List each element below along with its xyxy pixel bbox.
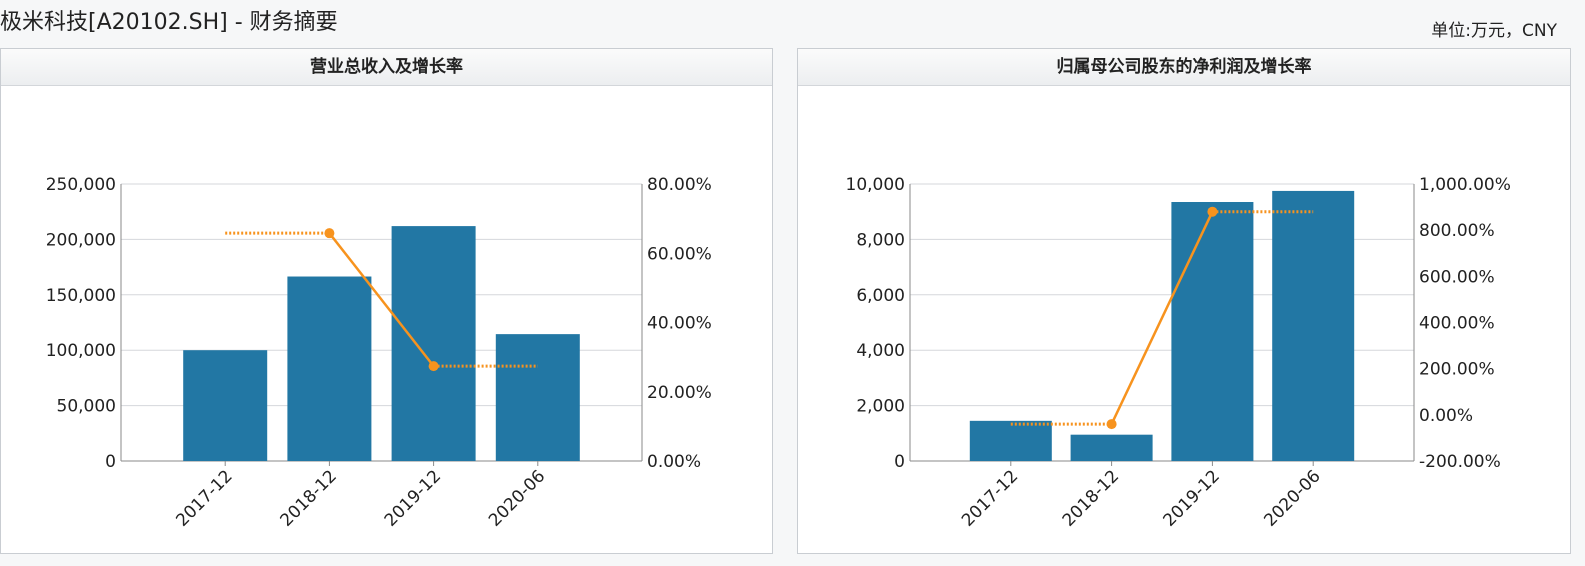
bar	[1070, 434, 1153, 461]
x-tick-label: 2018-12	[1059, 466, 1123, 530]
right-tick-label: 20.00%	[647, 383, 712, 403]
revenue-chart-title: 营业总收入及增长率	[1, 49, 772, 86]
net-profit-panel: 归属母公司股东的净利润及增长率 10,000 8,000 6,000 4,000 2,0…	[797, 48, 1571, 554]
left-tick-label: 8,000	[856, 230, 905, 250]
bar	[969, 420, 1052, 461]
growth-point	[1207, 206, 1218, 217]
x-tick-label: 2019-12	[381, 466, 445, 530]
bar	[183, 350, 268, 461]
unit-label: 单位:万元，CNY	[1431, 21, 1557, 41]
growth-point	[428, 361, 439, 372]
left-tick-label: 2,000	[856, 397, 905, 417]
right-tick-label: 80.00%	[647, 175, 712, 195]
growth-line	[328, 232, 435, 367]
left-tick-label: 200,000	[46, 230, 116, 250]
net-profit-chart-title: 归属母公司股东的净利润及增长率	[798, 49, 1570, 86]
right-tick-label: -200.00%	[1419, 452, 1501, 472]
x-tick-label: 2019-12	[1160, 466, 1224, 530]
right-tick-label: 60.00%	[647, 244, 712, 264]
bar	[1272, 190, 1355, 462]
net-profit-chart: 10,000 8,000 6,000 4,000 2,000 0 1,000.00% 800.…	[846, 175, 1511, 531]
x-tick-label: 2018-12	[277, 466, 341, 530]
bar	[391, 226, 476, 461]
left-tick-label: 0	[894, 452, 905, 472]
revenue-chart: 250,000 200,000 150,000 100,000 50,000 0 80.00…	[46, 175, 712, 531]
x-tick-label: 2020-06	[1260, 466, 1324, 530]
right-tick-label: 200.00%	[1419, 360, 1495, 380]
revenue-panel: 营业总收入及增长率 250,000 200,000 150,000 100,000 50…	[0, 48, 773, 554]
growth-point	[1106, 419, 1117, 430]
bar	[495, 334, 580, 461]
bar	[287, 276, 372, 461]
left-tick-label: 10,000	[846, 175, 905, 195]
growth-point	[324, 228, 335, 239]
growth-line	[1110, 211, 1214, 425]
left-tick-label: 4,000	[856, 341, 905, 361]
left-tick-label: 50,000	[57, 397, 116, 417]
left-tick-label: 100,000	[46, 341, 116, 361]
page-title: 极米科技[A20102.SH] - 财务摘要	[0, 10, 338, 35]
right-tick-label: 0.00%	[647, 452, 701, 472]
left-tick-label: 250,000	[46, 175, 116, 195]
right-tick-label: 400.00%	[1419, 314, 1495, 334]
right-tick-label: 1,000.00%	[1419, 175, 1511, 195]
x-tick-label: 2017-12	[958, 466, 1022, 530]
x-tick-label: 2017-12	[172, 466, 236, 530]
right-tick-label: 40.00%	[647, 314, 712, 334]
x-tick-label: 2020-06	[485, 466, 549, 530]
right-tick-label: 800.00%	[1419, 221, 1495, 241]
left-tick-label: 150,000	[46, 286, 116, 306]
right-tick-label: 0.00%	[1419, 406, 1473, 426]
bar	[1171, 202, 1254, 461]
right-tick-label: 600.00%	[1419, 267, 1495, 287]
left-tick-label: 0	[105, 452, 116, 472]
left-tick-label: 6,000	[856, 286, 905, 306]
